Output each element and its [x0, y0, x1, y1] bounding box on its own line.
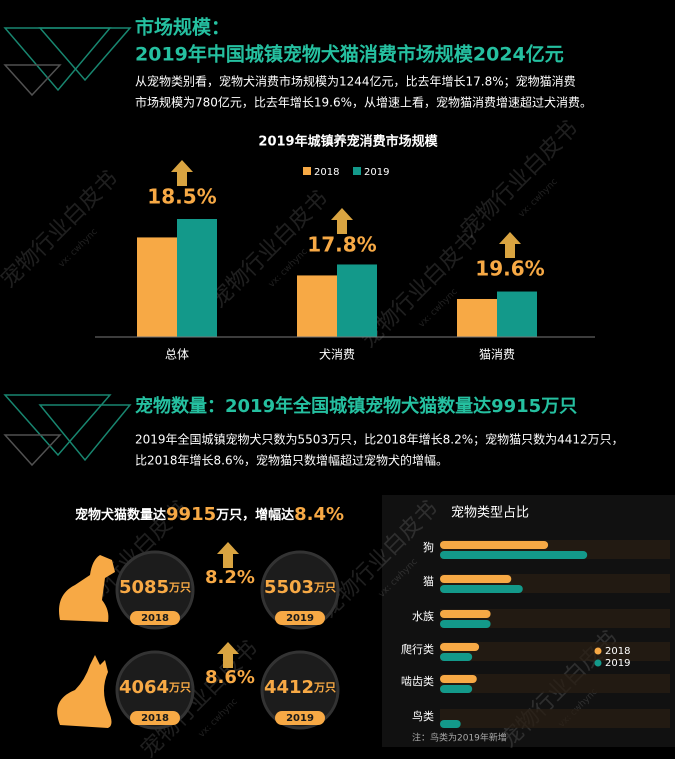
pet-counts: 5085万只20185503万只20198.2%4064万只20184412万只… — [115, 550, 340, 730]
paragraph: 2019年全国城镇宠物犬只数为5503万只，比2018年增长8.2%；宠物猫只数… — [135, 432, 624, 447]
bar — [177, 219, 217, 337]
bar — [440, 541, 549, 549]
bar — [440, 643, 480, 651]
legend-swatch — [594, 659, 602, 667]
count-unit: 万只 — [168, 681, 191, 694]
note: 注：鸟类为2019年新增 — [412, 732, 507, 744]
legend-label: 2018 — [605, 646, 630, 657]
year-pill — [130, 711, 180, 725]
paragraph: 从宠物类别看，宠物犬消费市场规模为1244亿元，比去年增长17.8%；宠物猫消费 — [135, 74, 576, 89]
growth-label: 18.5% — [147, 185, 216, 209]
track — [440, 642, 670, 661]
year-label: 2019 — [286, 613, 314, 624]
count-unit: 万只 — [313, 581, 336, 594]
paragraph: 比2018年增长8.6%，宠物猫只数增幅超过宠物犬的增幅。 — [135, 453, 448, 468]
year-label: 2018 — [141, 613, 169, 624]
growth-arrow — [171, 160, 193, 186]
year-label: 2018 — [141, 713, 169, 724]
year-pill — [275, 611, 325, 625]
y-tick-label: 猫 — [423, 575, 434, 588]
count-circle — [260, 650, 340, 730]
legend-label: 2018 — [314, 167, 339, 178]
year-label: 2019 — [286, 713, 314, 724]
paragraph: 市场规模为780亿元，比去年增长19.6%，从增速上看，宠物猫消费增速超过犬消费… — [135, 95, 592, 110]
x-tick-label: 猫消费 — [479, 348, 515, 362]
chart-title: 宠物类型占比 — [451, 505, 529, 521]
y-tick-label: 爬行类 — [401, 642, 434, 656]
headline-part: 万只，增幅达 — [215, 507, 294, 523]
bar — [497, 291, 537, 337]
y-tick-label: 狗 — [423, 541, 434, 554]
track — [440, 709, 670, 728]
growth-label: 17.8% — [307, 233, 376, 257]
growth-label: 8.6% — [205, 667, 255, 688]
legend-swatch — [353, 167, 361, 175]
headline-part: 8.4% — [294, 504, 344, 525]
track — [440, 609, 670, 628]
growth-label: 8.2% — [205, 567, 255, 588]
bar — [440, 675, 477, 683]
bar — [137, 237, 177, 337]
headline-part: 9915 — [166, 504, 216, 525]
growth-arrow — [217, 642, 239, 668]
growth-label: 19.6% — [475, 257, 544, 281]
bar — [337, 264, 377, 337]
y-tick-label: 啮齿类 — [401, 674, 434, 688]
headline-part: 宠物犬猫数量达 — [75, 507, 166, 523]
bar — [440, 620, 491, 628]
growth-arrow — [217, 542, 239, 568]
legend-label: 2019 — [605, 658, 630, 669]
bar — [440, 575, 512, 583]
x-tick-label: 总体 — [165, 348, 189, 362]
count-unit: 万只 — [168, 581, 191, 594]
count-circle — [260, 550, 340, 630]
heading: 市场规模： — [135, 16, 230, 39]
count-circle — [115, 650, 195, 730]
bar — [457, 298, 497, 337]
bar — [440, 653, 473, 661]
y-tick-label: 水族 — [412, 609, 434, 623]
heading: 宠物数量：2019年全国城镇宠物犬猫数量达9915万只 — [135, 395, 577, 417]
count-value: 5503 — [264, 577, 314, 598]
subheading: 2019年中国城镇宠物犬猫消费市场规模2024亿元 — [135, 43, 564, 66]
legend-swatch — [303, 167, 311, 175]
dog-icon — [59, 555, 115, 622]
count-value: 4064 — [119, 677, 169, 698]
count-value: 4412 — [264, 677, 314, 698]
x-tick-label: 犬消费 — [319, 348, 355, 362]
bar — [440, 551, 588, 559]
bar — [440, 720, 461, 728]
bar — [440, 685, 473, 693]
growth-arrow — [331, 208, 353, 234]
count-value: 5085 — [119, 577, 169, 598]
y-tick-label: 鸟类 — [412, 709, 434, 723]
headline: 宠物犬猫数量达9915万只，增幅达8.4% — [75, 504, 344, 525]
bar — [297, 275, 337, 337]
cat-icon — [57, 655, 112, 728]
count-circle — [115, 550, 195, 630]
bar — [440, 585, 523, 593]
legend-swatch — [594, 647, 602, 655]
year-pill — [275, 711, 325, 725]
count: 4412万只 — [264, 677, 336, 698]
count: 5503万只 — [264, 577, 336, 598]
growth-arrow — [499, 232, 521, 258]
year-pill — [130, 611, 180, 625]
bar — [440, 610, 491, 618]
decor — [3, 27, 132, 467]
legend-label: 2019 — [364, 167, 389, 178]
count-unit: 万只 — [313, 681, 336, 694]
count: 4064万只 — [119, 677, 191, 698]
count: 5085万只 — [119, 577, 191, 598]
chart-title: 2019年城镇养宠消费市场规模 — [258, 134, 438, 150]
track — [440, 674, 670, 693]
